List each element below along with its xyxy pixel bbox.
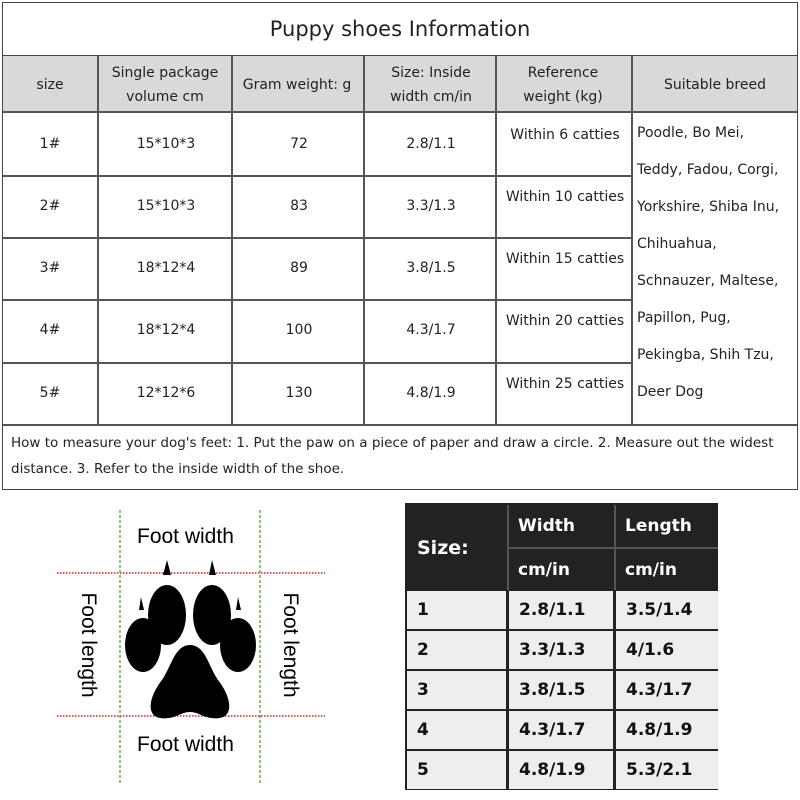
length-unit: cm/in: [625, 559, 677, 580]
length-header: Length: [625, 516, 692, 536]
cell-size: 3#: [39, 260, 61, 276]
breed-line: Yorkshire, Shiba Inu,: [637, 199, 780, 215]
col-divider: [231, 56, 233, 424]
header-size: size: [36, 76, 64, 93]
breed-line: Chihuahua,: [637, 236, 717, 252]
width-header: Width: [518, 516, 575, 536]
cell-volume: 18*12*4: [136, 322, 196, 338]
paw-guides: [57, 510, 325, 785]
breed-line: Pekingba, Shih Tzu,: [637, 347, 774, 363]
width-cell: 4.8/1.9: [509, 751, 613, 789]
col-divider: [97, 56, 99, 424]
breed-line: Teddy, Fadou, Corgi,: [637, 162, 779, 178]
cell-width: 2.8/1.1: [406, 136, 456, 152]
cell-volume: 18*12*4: [136, 260, 196, 276]
width-cell: 3.3/1.3: [509, 631, 613, 669]
cell-size: 2#: [39, 198, 61, 214]
cell-width: 4.8/1.9: [406, 385, 456, 401]
col-divider: [363, 56, 365, 424]
table-title: Puppy shoes Information: [3, 3, 797, 56]
header-row: [3, 56, 797, 113]
size-cell: 1: [407, 591, 506, 629]
length-cell: 3.5/1.4: [616, 591, 718, 629]
cell-size: 1#: [39, 136, 61, 152]
size-cell: 4: [407, 711, 506, 749]
breed-line: Papillon, Pug,: [637, 310, 731, 326]
row-divider: [3, 299, 633, 301]
width-unit: cm/in: [518, 559, 570, 580]
paw-icon: [125, 560, 256, 719]
cell-gram: 89: [290, 260, 308, 276]
cell-gram: 83: [290, 198, 308, 214]
breed-list: Poodle, Bo Mei, Teddy, Fadou, Corgi, Yor…: [637, 115, 797, 411]
header-weight: Reference weight (kg): [523, 64, 603, 105]
foot-width-top-label: Foot width: [137, 525, 234, 548]
cell-volume: 15*10*3: [136, 136, 196, 152]
row-divider: [3, 362, 633, 364]
cell-weight: Within 25 catties: [505, 376, 625, 392]
breed-line: Poodle, Bo Mei,: [637, 125, 745, 141]
puppy-shoes-info-table: Puppy shoes Information size Single pack…: [2, 2, 798, 490]
row-divider: [3, 237, 633, 239]
length-cell: 4/1.6: [616, 631, 718, 669]
foot-length-left-label: Foot length: [77, 592, 100, 698]
header-gram: Gram weight: g: [242, 76, 352, 93]
length-cell: 4.8/1.9: [616, 711, 718, 749]
row-divider: [3, 175, 633, 177]
foot-length-right-label: Foot length: [279, 592, 302, 698]
cell-gram: 72: [290, 136, 308, 152]
cell-width: 4.3/1.7: [406, 322, 456, 338]
size-cell: 3: [407, 671, 506, 709]
divider: [3, 424, 797, 426]
width-cell: 3.8/1.5: [509, 671, 613, 709]
width-cell: 4.3/1.7: [509, 711, 613, 749]
size-cell: 2: [407, 631, 506, 669]
col-divider: [631, 56, 633, 424]
header-volume: Single package volume cm: [111, 64, 219, 105]
cell-weight: Within 10 catties: [505, 189, 625, 205]
header-breed: Suitable breed: [663, 76, 766, 93]
cell-weight: Within 20 catties: [505, 313, 625, 329]
cell-weight: Within 15 catties: [505, 251, 625, 267]
cell-weight: Within 6 catties: [510, 127, 620, 143]
cell-gram: 130: [285, 385, 313, 401]
measure-note: How to measure your dog's feet: 1. Put t…: [11, 435, 774, 477]
size-header: Size:: [417, 536, 469, 559]
cell-volume: 15*10*3: [136, 198, 196, 214]
paw-diagram: Foot width Foot width Foot length Foot l…: [0, 500, 340, 790]
cell-gram: 100: [285, 322, 313, 338]
breed-line: Schnauzer, Maltese,: [637, 273, 779, 289]
length-cell: 4.3/1.7: [616, 671, 718, 709]
cell-width: 3.3/1.3: [406, 198, 456, 214]
width-cell: 2.8/1.1: [509, 591, 613, 629]
cell-size: 5#: [39, 385, 61, 401]
size-chart: Size: Width Length cm/in cm/in 1 2.8/1.1 3…: [405, 503, 718, 790]
cell-width: 3.8/1.5: [406, 260, 456, 276]
cell-volume: 12*12*6: [136, 385, 196, 401]
breed-line: Deer Dog: [637, 384, 704, 400]
foot-width-bottom-label: Foot width: [137, 733, 234, 756]
size-cell: 5: [407, 751, 506, 789]
cell-size: 4#: [39, 322, 61, 338]
header-width: Size: Inside width cm/in: [390, 64, 472, 105]
col-divider: [495, 56, 497, 424]
length-cell: 5.3/2.1: [616, 751, 718, 789]
